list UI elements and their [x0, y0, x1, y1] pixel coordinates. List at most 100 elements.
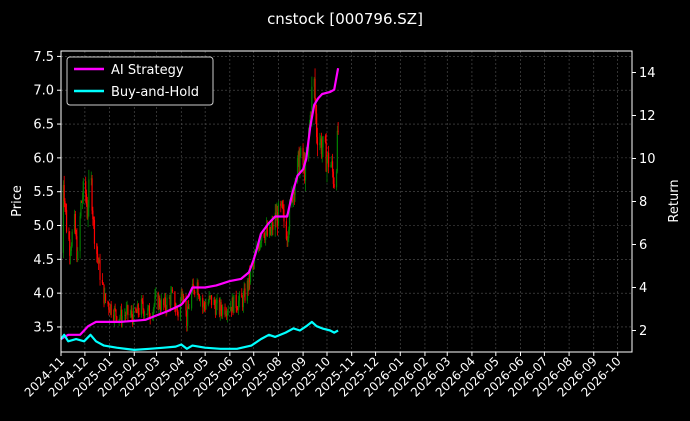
candle-body — [241, 297, 244, 308]
candle-body — [231, 297, 233, 312]
candle-body — [210, 295, 212, 297]
candle-body — [120, 309, 122, 318]
candle-body — [114, 308, 116, 310]
candle-body — [141, 299, 143, 302]
candle-body — [159, 298, 161, 308]
candle-body — [270, 228, 272, 235]
candle-body — [65, 204, 67, 210]
candle-body — [321, 147, 323, 154]
candle-body — [221, 310, 223, 315]
candle-body — [142, 301, 144, 310]
y-right-tick-label: 10 — [639, 152, 656, 167]
legend: AI Strategy Buy-and-Hold — [66, 56, 214, 106]
candle-body — [226, 310, 229, 316]
y-axis-label-left: Price — [10, 185, 25, 217]
candle-body — [222, 306, 224, 315]
candle-body — [281, 201, 283, 208]
candle-body — [152, 308, 154, 316]
candle-body — [88, 179, 90, 208]
candle-body — [277, 212, 279, 227]
y-left-tick-label: 4.0 — [33, 287, 54, 302]
candle-body — [169, 297, 171, 306]
candle-body — [176, 307, 178, 312]
candle-body — [244, 288, 246, 301]
candle-body — [280, 201, 283, 206]
candle-body — [79, 216, 81, 252]
candle-body — [247, 280, 249, 289]
candle-body — [171, 289, 173, 293]
candle-body — [108, 309, 111, 313]
buy-and-hold-line — [60, 320, 339, 351]
candle-body — [319, 142, 321, 146]
candle-body — [293, 187, 295, 195]
candle-body — [309, 115, 311, 124]
y-right-tick-label: 8 — [639, 195, 647, 210]
candle-body — [93, 219, 96, 244]
candle-body — [233, 294, 235, 313]
candle-body — [159, 307, 162, 310]
candle-body — [335, 171, 338, 188]
candle-body — [92, 210, 94, 219]
candle-body — [316, 113, 318, 138]
candle-body — [331, 161, 333, 165]
candle-body — [204, 305, 206, 310]
y-right-tick-label: 12 — [639, 109, 656, 124]
candle-body — [337, 130, 339, 132]
candle-body — [147, 307, 149, 315]
candle-body — [299, 155, 301, 174]
candle-body — [180, 292, 182, 299]
candle-body — [261, 233, 263, 241]
candle-body — [126, 305, 128, 309]
candle-body — [269, 227, 272, 235]
candle-body — [103, 284, 105, 304]
candle-body — [181, 292, 183, 301]
candle-body — [259, 242, 261, 249]
candle-body — [182, 296, 184, 301]
candle-body — [69, 239, 71, 256]
candle-body — [213, 299, 215, 305]
candle-body — [292, 187, 295, 201]
y-right-tick-label: 14 — [639, 66, 656, 81]
candle-body — [191, 292, 193, 309]
y-right-tick-label: 4 — [639, 281, 647, 296]
candle-body — [97, 253, 99, 259]
candle-body — [157, 293, 159, 310]
candle-body — [313, 78, 315, 87]
candle-body — [166, 298, 168, 311]
candle-body — [203, 302, 205, 306]
candle-body — [80, 201, 82, 217]
candle-body — [148, 305, 150, 308]
candle-body — [253, 262, 255, 264]
candle-body — [109, 304, 111, 313]
candle-body — [90, 178, 92, 180]
candle-body — [108, 303, 110, 310]
candle-body — [286, 238, 288, 241]
y-left-tick-label: 7.5 — [33, 50, 54, 65]
candle-body — [242, 295, 244, 308]
candle-body — [154, 295, 156, 305]
candle-body — [214, 305, 217, 315]
candle-body — [96, 243, 98, 254]
candle-body — [104, 293, 107, 301]
candle-body — [155, 293, 157, 296]
candle-body — [198, 296, 201, 301]
candle-body — [218, 299, 221, 315]
candle-body — [137, 304, 139, 314]
candle-body — [65, 209, 68, 232]
candle-body — [98, 259, 100, 264]
candle-body — [85, 194, 88, 205]
candle-body — [249, 270, 252, 282]
y-left-tick-label: 3.5 — [33, 320, 54, 335]
candle-body — [102, 283, 104, 285]
candle-body — [179, 298, 182, 317]
candle-body — [205, 304, 207, 310]
candle-body — [327, 152, 329, 160]
candle-body — [324, 136, 326, 143]
candle-body — [287, 238, 289, 241]
candle-body — [170, 292, 172, 306]
candle-body — [64, 201, 66, 205]
candle-body — [248, 272, 250, 289]
y-axis-left: 3.5 4.0 4.5 5.0 5.5 6.0 6.5 7.0 7.5 — [33, 50, 61, 335]
candle-body — [187, 306, 189, 326]
candle-body — [160, 299, 162, 310]
